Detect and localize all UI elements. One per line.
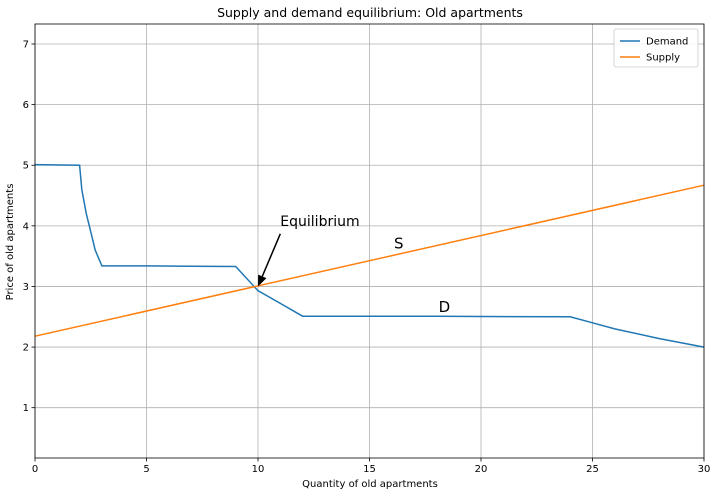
x-tick-label: 5 <box>143 464 149 475</box>
y-tick-label: 5 <box>23 161 29 172</box>
series-layer <box>34 163 705 348</box>
annotation-arrowhead <box>258 274 267 287</box>
y-tick-label: 1 <box>23 403 29 414</box>
series-line-supply <box>34 184 705 337</box>
legend: Demand Supply <box>613 28 699 68</box>
x-tick-label: 20 <box>475 464 488 475</box>
y-tick-label: 4 <box>23 221 29 232</box>
chart-title: Supply and demand equilibrium: Old apart… <box>217 5 523 20</box>
y-tick-label: 7 <box>23 40 29 51</box>
legend-label-demand: Demand <box>646 37 688 48</box>
x-tick-label: 10 <box>252 464 265 475</box>
x-tick-label: 25 <box>586 464 599 475</box>
grid <box>34 24 705 458</box>
x-tick-label: 0 <box>32 464 38 475</box>
x-tick-label: 15 <box>363 464 376 475</box>
annotation-s: S <box>394 234 404 252</box>
annotation-equilibrium: Equilibrium <box>280 214 359 230</box>
annotation-arrow <box>261 233 281 277</box>
x-tick-label: 30 <box>698 464 711 475</box>
y-tick-label: 2 <box>23 343 29 354</box>
y-tick-label: 3 <box>23 282 29 293</box>
x-axis-label: Quantity of old apartments <box>302 479 438 490</box>
y-tick-label: 6 <box>23 100 29 111</box>
annotations: Equilibrium S D <box>258 214 450 316</box>
y-axis-label: Price of old apartments <box>5 184 16 301</box>
axes: 0 5 10 15 20 25 30 1 2 3 4 5 6 7 <box>23 23 711 475</box>
legend-label-supply: Supply <box>646 53 680 64</box>
annotation-d: D <box>439 298 451 316</box>
series-line-demand <box>34 163 705 348</box>
